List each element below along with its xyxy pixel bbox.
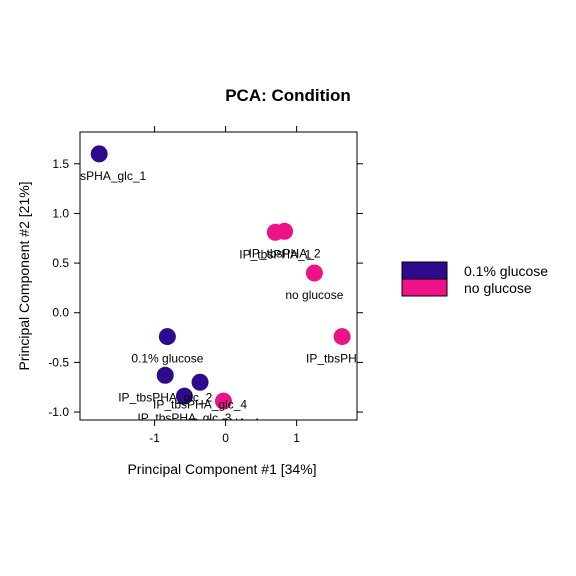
legend-label: no glucose (464, 280, 532, 296)
point-label: IP_tbsPHA_glc_4 (153, 397, 247, 411)
legend-swatch (401, 278, 448, 297)
point-label: IP_tbsPHA_glc_2 (118, 390, 212, 404)
y-tick-label: 1.0 (52, 206, 69, 220)
plot-area: IP_tbsPHA_glc_1 0.1% glucose IP_tbsPHA_glc… (52, 145, 378, 430)
point-label: IP_tbsPHA_4 (187, 416, 259, 430)
data-point (214, 392, 232, 410)
chart-title: PCA: Condition (225, 86, 351, 105)
legend-swatch (401, 261, 448, 280)
y-tick-label: 0.0 (52, 306, 69, 320)
y-tick-label: 1.5 (52, 157, 69, 171)
x-tick-label: -1 (149, 431, 160, 445)
data-point (276, 222, 294, 240)
x-tick-label: 1 (293, 431, 300, 445)
point-label: no glucose (285, 288, 343, 302)
legend-label: 0.1% glucose (464, 263, 548, 279)
plot-frame (79, 131, 358, 421)
x-axis-label: Principal Component #1 [34%] (127, 461, 316, 477)
data-point (333, 328, 351, 346)
data-point (191, 373, 209, 391)
y-tick-label: 0.5 (52, 256, 69, 270)
point-label: 0.1% glucose (131, 352, 203, 366)
point-label: IP_tbsPHA_1 (239, 247, 311, 261)
point-label: IP_tbsPHA_glc_1 (52, 169, 146, 183)
point-label: IP_tbsPHA_3 (306, 352, 378, 366)
point-label: IP_tbsPHA_2 (249, 246, 321, 260)
axis-ticks: -1 0 1 -1.0 -0.5 0.0 0.5 1.0 1.5 (48, 126, 363, 445)
y-tick-label: -0.5 (48, 355, 69, 369)
y-tick-label: -1.0 (48, 405, 69, 419)
y-axis-label: Principal Component #2 [21%] (16, 181, 32, 370)
x-tick-label: 0 (222, 431, 229, 445)
data-point (175, 387, 193, 405)
point-label: IP_tbsPHA_glc_3 (137, 411, 231, 425)
data-point (90, 145, 108, 163)
data-point (156, 366, 174, 384)
data-point (305, 264, 323, 282)
data-point (158, 328, 176, 346)
